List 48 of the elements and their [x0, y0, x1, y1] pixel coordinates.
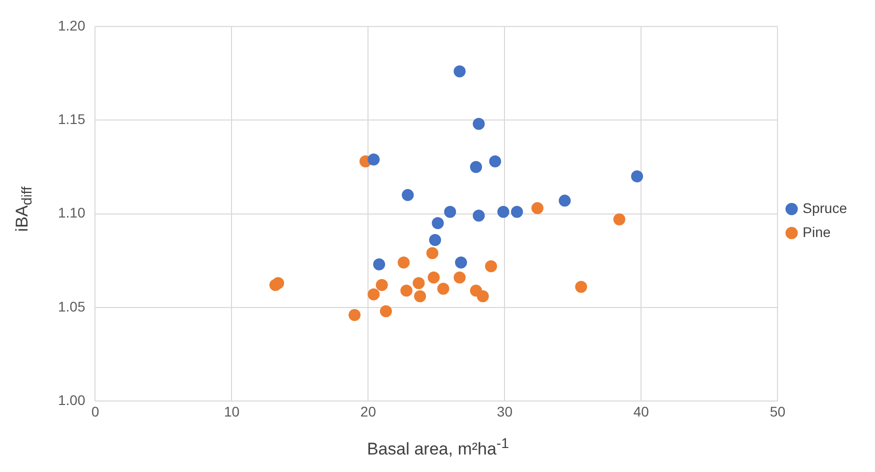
point	[455, 256, 468, 269]
x-tick-label: 0	[91, 403, 100, 420]
point	[428, 272, 440, 284]
point	[575, 280, 588, 293]
point	[476, 290, 489, 302]
point	[472, 118, 485, 130]
y-tick-label: 1.15	[58, 110, 86, 127]
point	[373, 258, 386, 270]
point	[437, 282, 450, 295]
point	[269, 279, 282, 292]
x-tick-label: 20	[360, 403, 376, 420]
point	[402, 189, 414, 202]
x-axis-title: Basal area, m²ha$^{-1}$	[366, 436, 510, 460]
point	[485, 260, 498, 272]
y-tick-label: 1.00	[58, 392, 86, 408]
point	[429, 234, 442, 246]
point	[426, 247, 438, 260]
point	[472, 210, 485, 222]
y-tick-label: 1.20	[58, 17, 86, 34]
point	[432, 217, 444, 230]
point	[454, 272, 466, 284]
x-tick-label: 30	[496, 403, 513, 420]
point	[454, 65, 466, 78]
point	[400, 284, 412, 297]
point	[412, 277, 425, 290]
legend-label: Pine	[802, 224, 831, 240]
x-tick-label: 10	[224, 403, 240, 420]
point	[510, 206, 523, 218]
y-tick-label: 1.10	[58, 204, 86, 221]
x-tick-label: 40	[633, 403, 650, 420]
point	[489, 155, 502, 168]
x-tick-label: 50	[770, 403, 786, 420]
point	[376, 279, 388, 292]
point	[631, 170, 644, 182]
point	[368, 153, 380, 166]
point	[531, 202, 544, 214]
legend-label: Spruce	[802, 200, 848, 216]
point	[497, 206, 510, 218]
y-tick-label: 1.05	[58, 298, 86, 314]
point	[398, 256, 410, 269]
point	[444, 206, 456, 218]
point	[368, 288, 380, 300]
point	[348, 308, 361, 321]
point	[558, 194, 571, 207]
point	[470, 160, 482, 173]
point	[613, 213, 626, 226]
point	[414, 290, 426, 302]
point	[380, 305, 392, 318]
